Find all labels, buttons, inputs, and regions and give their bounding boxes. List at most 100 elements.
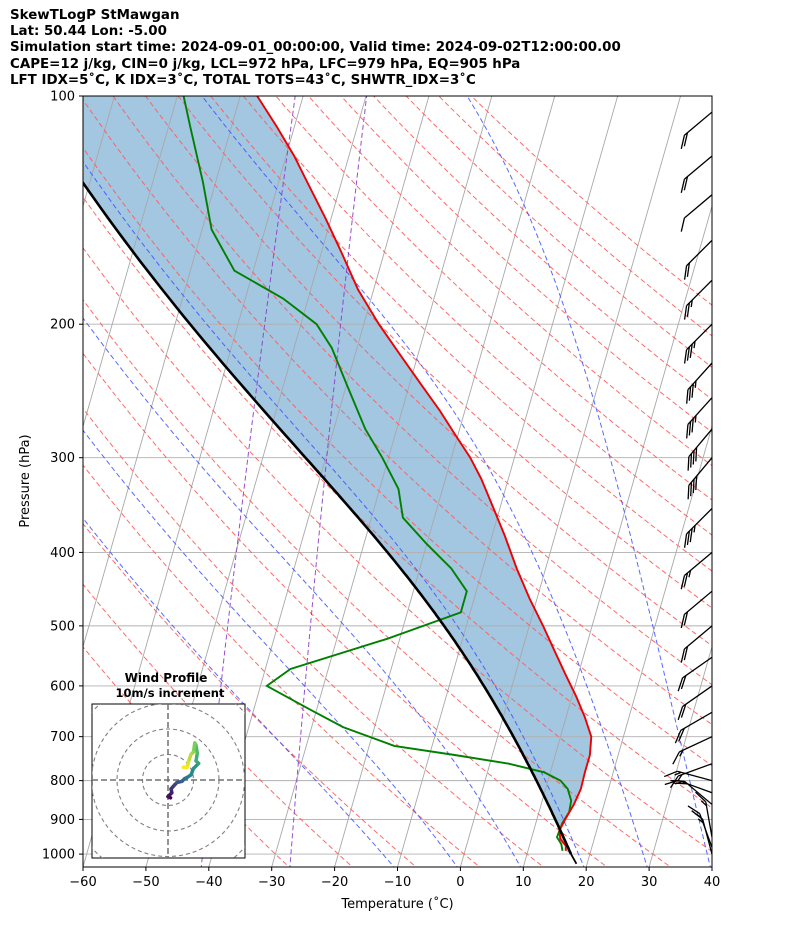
wind-barb-flag — [691, 418, 694, 433]
wind-barb-staff — [684, 551, 712, 577]
wind-barb-flag — [683, 533, 688, 548]
y-tick-label: 200 — [50, 318, 75, 333]
isotherm-line — [648, 645, 712, 867]
wind-barb — [686, 362, 712, 404]
wind-barb — [687, 457, 712, 500]
wind-barb-flag — [686, 302, 691, 317]
wind-barb-flag — [687, 456, 690, 471]
wind-barb — [664, 770, 712, 782]
wind-barb-flag — [683, 611, 689, 626]
wind-barb-half-flag — [690, 299, 693, 308]
wind-barb-flag — [690, 453, 693, 468]
wind-barb-flag — [689, 528, 693, 543]
wind-barb-half-flag — [693, 341, 696, 349]
wind-barb-flag — [695, 476, 698, 491]
wind-barb-half-flag — [693, 525, 696, 533]
y-tick-label: 300 — [50, 451, 75, 466]
wind-barb-flag — [689, 343, 693, 358]
wind-barb-half-flag — [700, 800, 707, 807]
wind-barb-staff — [677, 770, 712, 782]
wind-barb-flag — [678, 728, 685, 742]
wind-barb-half-flag — [688, 570, 692, 578]
dewpoint-profile-line — [182, 96, 573, 851]
wind-barb-staff — [684, 194, 712, 219]
x-axis-label: Temperature (˚C) — [340, 896, 453, 912]
chart-header: SkewTLogP StMawgan Lat: 50.44 Lon: -5.00… — [10, 8, 621, 89]
wind-barb-staff — [684, 155, 712, 180]
y-axis-label: Pressure (hPa) — [18, 434, 33, 527]
wind-barb-staff — [677, 779, 712, 794]
y-tick-label: 500 — [50, 619, 75, 634]
wind-barb-flag — [677, 706, 684, 721]
y-tick-label: 100 — [50, 90, 75, 105]
x-tick-label: 40 — [704, 875, 721, 890]
wind-barb-flag — [664, 779, 679, 786]
wind-barb-flag — [688, 421, 692, 436]
simulation-times: Simulation start time: 2024-09-01_00:00:… — [10, 40, 621, 56]
wind-barb — [695, 791, 712, 838]
wind-barb-staff — [679, 736, 712, 753]
y-tick-label: 900 — [50, 813, 75, 828]
wind-barb-flag — [686, 389, 689, 404]
wind-barb-staff — [682, 656, 712, 679]
x-tick-label: 0 — [456, 875, 464, 890]
wind-barb-staff — [684, 111, 712, 136]
wind-barb-flag — [695, 447, 698, 462]
wind-barb-staff — [687, 362, 712, 391]
wind-barb-flag — [687, 805, 701, 815]
y-tick-label: 600 — [50, 679, 75, 694]
wind-barb-flag — [677, 677, 684, 692]
x-tick-label: 20 — [578, 875, 595, 890]
wind-barb-flag — [670, 775, 679, 789]
wind-barb-staff — [686, 239, 712, 267]
wind-barb — [672, 736, 712, 765]
isotherm-line — [522, 204, 712, 867]
x-tick-label: −50 — [132, 875, 159, 890]
dry-adiabat-line — [340, 96, 712, 433]
isotherm-line — [83, 96, 178, 429]
wind-barb-flag — [680, 704, 687, 718]
wind-barb-staff — [711, 816, 712, 820]
cape-shading — [83, 96, 592, 855]
x-tick-label: 30 — [641, 875, 658, 890]
dry-adiabat-line — [242, 96, 712, 536]
wind-barb-flag — [683, 646, 689, 661]
wind-barb-flag — [674, 730, 682, 744]
wind-barb — [687, 805, 712, 848]
isotherm-line — [334, 96, 556, 867]
isotherm-line — [711, 865, 712, 867]
wind-barb-flag — [680, 217, 686, 232]
y-tick-label: 800 — [50, 774, 75, 789]
wind-barb-half-flag — [718, 782, 721, 788]
dry-adiabat-line — [307, 96, 712, 467]
wind-barb-staff — [687, 397, 712, 425]
wind-barb-staff — [682, 685, 712, 708]
wind-barb-staff — [677, 763, 712, 777]
wind-barb-flag — [686, 346, 691, 361]
wind-barb-staff — [686, 323, 712, 351]
wind-barb-half-flag — [674, 771, 682, 776]
wind-barb-flag — [695, 791, 707, 803]
isotherm-line — [459, 96, 681, 867]
hodograph-ring — [92, 704, 245, 858]
wind-barb — [683, 507, 712, 548]
moist-adiabat-line — [83, 429, 458, 867]
dry-adiabat-line — [144, 96, 712, 647]
wind-barb-flag — [692, 479, 695, 494]
wind-barb-flag — [680, 135, 686, 149]
wind-barb-flag — [683, 176, 689, 191]
dry-adiabat-line — [83, 196, 712, 809]
y-tick-label: 700 — [50, 730, 75, 745]
moist-adiabat-line — [466, 96, 711, 867]
wind-barb-half-flag — [675, 781, 683, 785]
temperature-profile-line — [256, 96, 593, 851]
wind-barb — [711, 782, 721, 820]
wind-barb-staff — [705, 801, 712, 838]
wind-barb-flag — [686, 424, 689, 439]
wind-barb-flag — [683, 132, 689, 147]
wind-barb-staff — [688, 428, 712, 458]
x-tick-label: −20 — [321, 875, 348, 890]
hodograph-subtitle: 10m/s increment — [116, 686, 225, 700]
wind-barb-flag — [690, 482, 693, 497]
